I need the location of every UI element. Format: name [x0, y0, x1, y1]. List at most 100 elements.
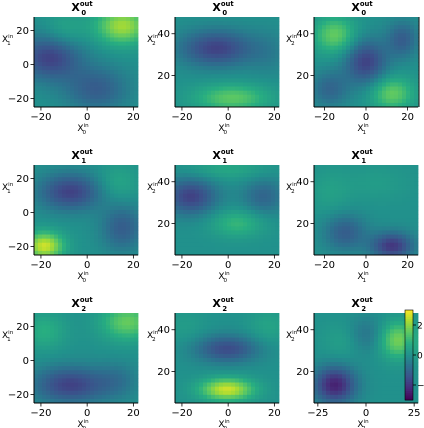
- heatmap-cell: [263, 386, 268, 392]
- heatmap-cell: [314, 345, 319, 351]
- heatmap-cell: [38, 370, 43, 375]
- heatmap-cell: [322, 349, 327, 355]
- heatmap-cell: [207, 222, 212, 227]
- heatmap-cell: [195, 378, 200, 383]
- heatmap-cell: [239, 382, 244, 388]
- heatmap-cell: [66, 353, 71, 359]
- heatmap-cell: [362, 201, 367, 207]
- heatmap-cell: [370, 218, 375, 223]
- heatmap-cell: [175, 214, 180, 219]
- heatmap-cell: [122, 205, 127, 211]
- heatmap-cell: [46, 353, 51, 359]
- heatmap-cell: [362, 37, 367, 42]
- heatmap-cell: [231, 341, 236, 347]
- heatmap-cell: [378, 74, 383, 79]
- heatmap-cell: [322, 325, 327, 330]
- heatmap-cell: [70, 382, 75, 388]
- heatmap-cell: [227, 345, 232, 351]
- heatmap-cell: [338, 337, 343, 343]
- heatmap-cell: [223, 370, 228, 375]
- heatmap-cell: [326, 49, 331, 55]
- heatmap-cell: [259, 62, 264, 67]
- heatmap-cell: [86, 234, 91, 240]
- heatmap-cell: [235, 230, 240, 235]
- y-axis-label: Xin 2: [147, 182, 159, 195]
- heatmap-cell: [255, 185, 260, 190]
- heatmap-cell: [322, 90, 327, 96]
- heatmap-cell: [70, 74, 75, 79]
- heatmap-cell: [134, 345, 139, 351]
- heatmap-cell: [390, 98, 395, 104]
- heatmap-cell: [86, 193, 91, 199]
- heatmap-cell: [106, 45, 111, 51]
- heatmap-cell: [346, 185, 351, 190]
- heatmap-cell: [382, 234, 387, 240]
- heatmap-cell: [62, 242, 67, 248]
- heatmap-cell: [314, 313, 319, 318]
- heatmap-cell: [199, 205, 204, 211]
- heatmap-cell: [50, 370, 55, 375]
- heatmap-cell: [102, 246, 107, 252]
- heatmap-cell: [94, 234, 99, 240]
- heatmap-cell: [330, 21, 335, 26]
- heatmap-cell: [267, 102, 272, 108]
- heatmap-cell: [134, 321, 139, 326]
- heatmap-cell: [42, 66, 47, 71]
- heatmap-cell: [223, 390, 228, 396]
- heatmap-cell: [46, 210, 51, 215]
- heatmap-cell: [227, 358, 232, 363]
- heatmap-cell: [235, 189, 240, 195]
- heatmap-cell: [342, 246, 347, 252]
- heatmap-cell: [386, 341, 391, 347]
- heatmap-cell: [114, 98, 119, 104]
- heatmap-cell: [98, 86, 103, 92]
- heatmap-cell: [358, 214, 363, 219]
- heatmap-cell: [74, 78, 79, 83]
- heatmap-cell: [90, 74, 95, 79]
- heatmap-cell: [94, 226, 99, 231]
- heatmap-cell: [175, 98, 180, 104]
- heatmap-cell: [126, 349, 131, 355]
- heatmap-cell: [86, 345, 91, 351]
- heatmap-cell: [179, 398, 184, 404]
- heatmap-cell: [187, 33, 192, 38]
- x-tick-label: 20: [127, 112, 140, 123]
- heatmap-cell: [350, 86, 355, 92]
- heatmap-cell: [314, 57, 319, 63]
- heatmap-cell: [330, 230, 335, 235]
- heatmap-cell: [179, 57, 184, 63]
- heatmap-cell: [42, 185, 47, 190]
- heatmap-cell: [378, 29, 383, 34]
- heatmap-cell: [318, 70, 323, 75]
- heatmap-cell: [251, 94, 256, 100]
- heatmap-cell: [414, 45, 419, 51]
- heatmap-cell: [34, 382, 39, 388]
- heatmap-cell: [179, 169, 184, 174]
- heatmap-cell: [98, 201, 103, 207]
- heatmap-cell: [42, 173, 47, 178]
- heatmap-cell: [275, 250, 280, 256]
- heatmap-cell: [86, 370, 91, 375]
- x-tick-label: −20: [30, 112, 51, 123]
- heatmap-cell: [410, 66, 415, 71]
- heatmap-cell: [259, 230, 264, 235]
- heatmap-cell: [211, 370, 216, 375]
- heatmap-cell: [231, 78, 236, 83]
- heatmap-cell: [223, 382, 228, 388]
- heatmap-cell: [259, 102, 264, 108]
- heatmap-cell: [50, 210, 55, 215]
- heatmap-cell: [102, 90, 107, 96]
- heatmap-cell: [410, 21, 415, 26]
- heatmap-cell: [247, 390, 252, 396]
- y-axis-label: Xin 2: [147, 34, 159, 47]
- heatmap-cell: [414, 82, 419, 87]
- heatmap-cell: [354, 238, 359, 244]
- heatmap-cell: [251, 230, 256, 235]
- heatmap-cell: [175, 74, 180, 79]
- heatmap-cell: [179, 185, 184, 190]
- heatmap-cell: [322, 173, 327, 178]
- heatmap-cell: [175, 386, 180, 392]
- heatmap-cell: [118, 337, 123, 343]
- x-axis-label: Xin 1: [357, 271, 369, 284]
- heatmap-cell: [414, 181, 419, 186]
